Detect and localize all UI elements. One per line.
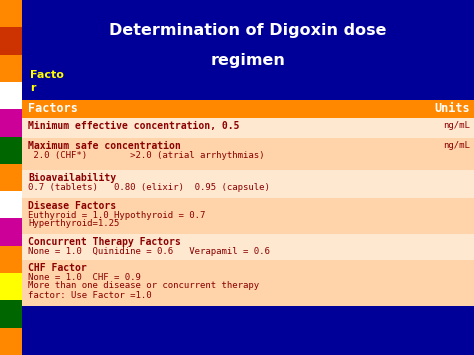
Bar [22, 118, 474, 138]
Text: Minimum effective concentration, 0.5: Minimum effective concentration, 0.5 [28, 121, 239, 131]
Text: Units: Units [434, 103, 470, 115]
Text: More than one disease or concurrent therapy: More than one disease or concurrent ther… [28, 282, 259, 290]
Text: Concurrent Therapy Factors: Concurrent Therapy Factors [28, 237, 181, 247]
Text: Bioavailability: Bioavailability [28, 173, 116, 183]
Bar [0, 246, 22, 273]
Text: Factors: Factors [28, 103, 78, 115]
Bar [0, 191, 22, 218]
Text: regimen: regimen [210, 53, 285, 67]
Text: factor: Use Factor =1.0: factor: Use Factor =1.0 [28, 290, 152, 300]
Text: CHF Factor: CHF Factor [28, 263, 87, 273]
Text: Hyperthyroid=1.25: Hyperthyroid=1.25 [28, 219, 119, 229]
Bar [0, 300, 22, 328]
Bar [0, 164, 22, 191]
Text: Facto: Facto [30, 70, 64, 80]
Text: ng/mL: ng/mL [443, 121, 470, 131]
Text: None = 1.0  Quinidine = 0.6   Verapamil = 0.6: None = 1.0 Quinidine = 0.6 Verapamil = 0… [28, 246, 270, 256]
Bar [0, 137, 22, 164]
Text: None = 1.0  CHF = 0.9: None = 1.0 CHF = 0.9 [28, 273, 141, 282]
Text: Euthyroid = 1.0 Hypothyroid = 0.7: Euthyroid = 1.0 Hypothyroid = 0.7 [28, 211, 205, 219]
Bar [22, 170, 474, 198]
Bar [0, 27, 22, 55]
Bar [0, 109, 22, 137]
Bar [22, 138, 474, 170]
Text: ng/mL: ng/mL [443, 142, 470, 151]
Text: Disease Factors: Disease Factors [28, 201, 116, 211]
Text: Maximum safe concentration: Maximum safe concentration [28, 141, 181, 151]
Text: 2.0 (CHF*)        >2.0 (atrial arrhythmias): 2.0 (CHF*) >2.0 (atrial arrhythmias) [28, 151, 264, 159]
Text: r: r [30, 83, 36, 93]
Bar [22, 100, 474, 118]
Bar [0, 273, 22, 300]
Bar [0, 0, 22, 27]
Bar [22, 198, 474, 234]
Bar [0, 218, 22, 246]
Bar [0, 82, 22, 109]
Bar [0, 55, 22, 82]
Bar [22, 260, 474, 306]
Text: Determination of Digoxin dose: Determination of Digoxin dose [109, 22, 387, 38]
Bar [22, 234, 474, 260]
Text: 0.7 (tablets)   0.80 (elixir)  0.95 (capsule): 0.7 (tablets) 0.80 (elixir) 0.95 (capsul… [28, 182, 270, 191]
Bar [0, 328, 22, 355]
